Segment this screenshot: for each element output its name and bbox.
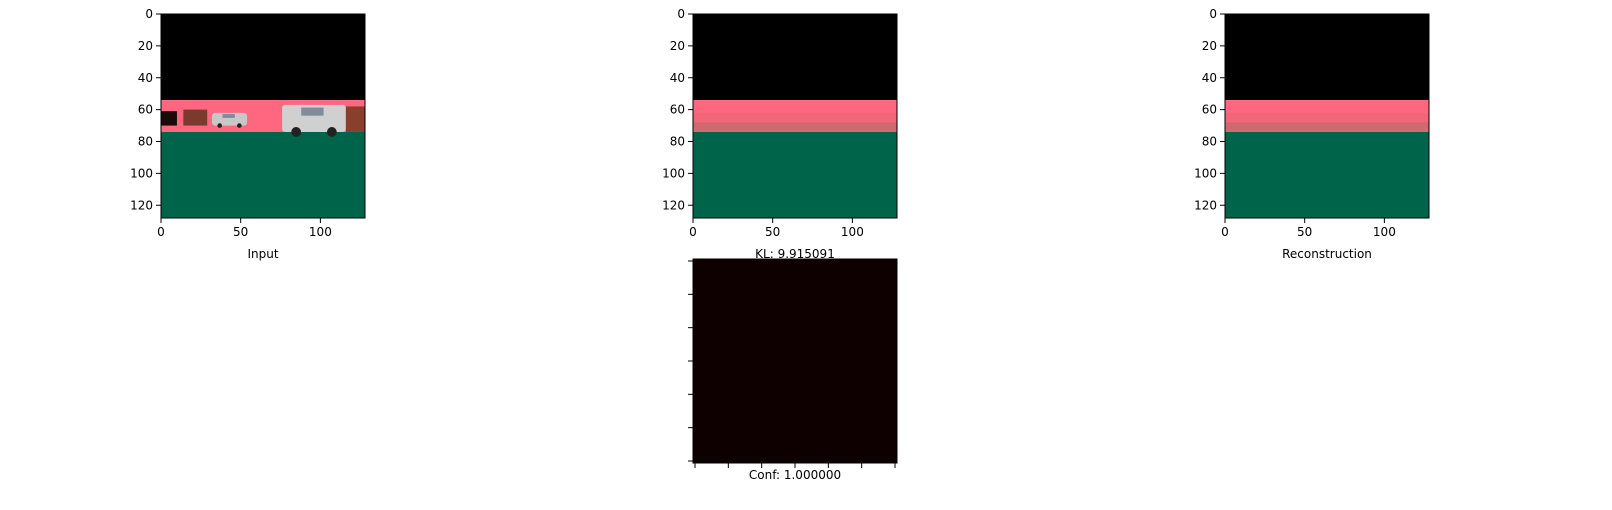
image-band-0: [1225, 14, 1429, 101]
image-band-0: [161, 14, 365, 101]
x-tick-label: 100: [841, 225, 864, 239]
image-band-0: [693, 259, 897, 463]
x-tick-label: 50: [1297, 225, 1312, 239]
panel-0: 0 50 100 0 20 40 60 80 100 120 Input: [130, 7, 366, 261]
y-tick-label: 40: [670, 71, 685, 85]
y-tick-label: 120: [1194, 198, 1217, 212]
y-tick-label: 40: [1202, 71, 1217, 85]
y-tick-label: 120: [662, 198, 685, 212]
image-band-2: [161, 131, 365, 218]
car-2: [212, 112, 248, 126]
y-tick-label: 120: [130, 198, 153, 212]
car-wheel-2a: [217, 123, 223, 128]
y-tick-label: 100: [130, 166, 153, 180]
x-tick-label: 100: [309, 225, 332, 239]
axis-label: Conf: 1.000000: [749, 468, 841, 482]
y-tick-label: 20: [138, 39, 153, 53]
y-tick-label: 80: [1202, 135, 1217, 149]
blur-shade-1: [693, 122, 897, 132]
brown-block-4: [345, 106, 365, 132]
x-tick-label: 100: [1373, 225, 1396, 239]
y-tick-label: 60: [1202, 103, 1217, 117]
car-wheel-3b: [326, 127, 337, 137]
y-tick-label: 40: [138, 71, 153, 85]
x-tick-label: 0: [157, 225, 165, 239]
y-tick-label: 0: [677, 7, 685, 21]
y-tick-label: 20: [1202, 39, 1217, 53]
y-tick-label: 100: [1194, 166, 1217, 180]
blur-shade-0: [693, 112, 897, 129]
y-tick-label: 0: [1209, 7, 1217, 21]
axis-label: KL: 9.915091: [755, 247, 835, 261]
blur-shade-0: [1225, 112, 1429, 129]
axis-label: Reconstruction: [1282, 247, 1372, 261]
image-band-2: [693, 131, 897, 218]
car-window-2: [222, 114, 235, 118]
car-wheel-2b: [237, 123, 242, 128]
y-tick-label: 60: [670, 103, 685, 117]
axes-frame: [692, 13, 898, 219]
y-tick-label: 60: [138, 103, 153, 117]
car-3: [282, 104, 346, 132]
y-tick-label: 20: [670, 39, 685, 53]
axis-label: Input: [247, 247, 278, 261]
car-wheel-3a: [291, 127, 302, 137]
blur-shade-1: [1225, 122, 1429, 132]
panel-1: 0 50 100 0 20 40 60 80 100 120 KL: 9.915091: [662, 7, 898, 261]
x-tick-label: 50: [233, 225, 248, 239]
image-band-1: [693, 100, 897, 132]
x-tick-label: 0: [1221, 225, 1229, 239]
y-tick-label: 80: [670, 135, 685, 149]
axes-frame: [1224, 13, 1430, 219]
panel-2: 0 50 100 0 20 40 60 80 100 120 Reconstruction: [1194, 7, 1430, 261]
image-band-1: [1225, 100, 1429, 132]
image-band-0: [693, 14, 897, 101]
axes-frame: [160, 13, 366, 219]
image-band-2: [1225, 131, 1429, 218]
y-tick-label: 0: [145, 7, 153, 21]
panel-3: Conf: 1.000000: [688, 258, 898, 482]
brown-block-1: [183, 109, 208, 126]
dark-block-0: [161, 111, 177, 126]
x-tick-label: 50: [765, 225, 780, 239]
y-tick-label: 80: [138, 135, 153, 149]
y-tick-label: 100: [662, 166, 685, 180]
car-window-3: [301, 107, 324, 116]
x-tick-label: 0: [689, 225, 697, 239]
